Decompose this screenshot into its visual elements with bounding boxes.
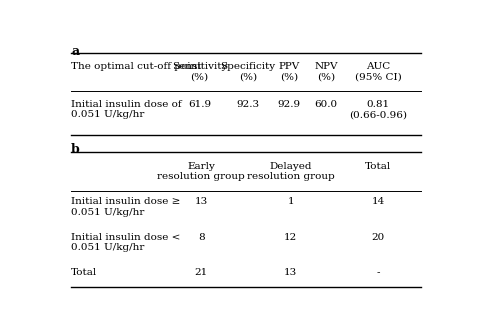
Text: Delayed
resolution group: Delayed resolution group [247,162,335,181]
Text: Total: Total [71,268,97,277]
Text: b: b [71,143,80,156]
Text: -: - [376,268,380,277]
Text: The optimal cut-off point: The optimal cut-off point [71,62,202,71]
Text: 92.3: 92.3 [236,100,259,109]
Text: NPV
(%): NPV (%) [314,62,338,81]
Text: Sensitivity
(%): Sensitivity (%) [172,62,227,81]
Text: Initial insulin dose ≥
0.051 U/kg/hr: Initial insulin dose ≥ 0.051 U/kg/hr [71,197,180,216]
Text: 12: 12 [284,233,297,241]
Text: 1: 1 [288,197,294,206]
Text: 21: 21 [195,268,208,277]
Text: 60.0: 60.0 [314,100,337,109]
Text: 14: 14 [372,197,384,206]
Text: Initial insulin dose <
0.051 U/kg/hr: Initial insulin dose < 0.051 U/kg/hr [71,233,180,252]
Text: 0.81
(0.66-0.96): 0.81 (0.66-0.96) [349,100,407,119]
Text: PPV
(%): PPV (%) [278,62,300,81]
Text: 8: 8 [198,233,204,241]
Text: 20: 20 [372,233,384,241]
Text: 13: 13 [195,197,208,206]
Text: 92.9: 92.9 [277,100,300,109]
Text: a: a [71,45,79,58]
Text: Specificity
(%): Specificity (%) [220,62,276,81]
Text: 61.9: 61.9 [188,100,211,109]
Text: Total: Total [365,162,391,171]
Text: Early
resolution group: Early resolution group [157,162,245,181]
Text: AUC
(95% CI): AUC (95% CI) [355,62,401,81]
Text: Initial insulin dose of
0.051 U/kg/hr: Initial insulin dose of 0.051 U/kg/hr [71,100,182,119]
Text: 13: 13 [284,268,297,277]
